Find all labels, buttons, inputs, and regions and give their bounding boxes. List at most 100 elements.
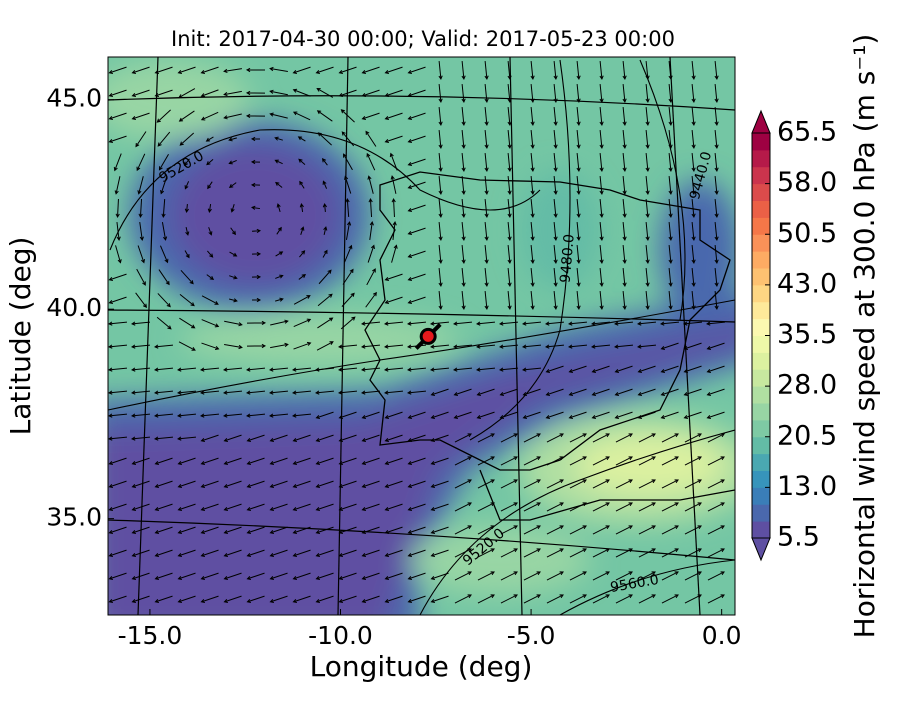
wind-arrow (645, 244, 650, 264)
wind-arrow (131, 549, 150, 557)
wind-arrow (638, 594, 656, 604)
wind-arrow (297, 136, 306, 142)
wind-arrow (223, 457, 242, 465)
wind-arrow (430, 595, 449, 603)
wind-arrow (108, 413, 128, 418)
wind-arrow (522, 321, 542, 326)
wind-arrow (461, 175, 466, 195)
wind-arrow (269, 112, 288, 119)
wind-arrow (637, 365, 656, 373)
wind-arrow (361, 457, 380, 465)
wind-arrow (223, 367, 243, 372)
wind-arrow (714, 152, 719, 172)
wind-arrow (177, 66, 196, 74)
plot-frame (107, 56, 736, 616)
wind-arrow (507, 290, 512, 310)
colorbar-tick-label: 20.5 (777, 420, 837, 451)
wind-arrow (269, 434, 288, 442)
wind-arrow (553, 152, 558, 172)
wind-arrow (338, 457, 357, 465)
wind-arrow (592, 456, 610, 466)
wind-arrow (499, 344, 519, 349)
wind-arrow (177, 526, 196, 534)
wind-arrow (499, 367, 519, 372)
wind-arrow (530, 83, 535, 103)
wind-arrow (250, 136, 261, 142)
wind-arrow (407, 112, 426, 120)
wind-arrow (707, 433, 725, 443)
wind-arrow (530, 175, 535, 195)
wind-arrow (131, 595, 150, 603)
wind-arrow (316, 110, 333, 122)
wind-arrow (622, 221, 627, 241)
wind-arrow (523, 594, 541, 604)
wind-arrow (136, 268, 146, 286)
wind-arrow (131, 66, 150, 74)
wind-arrow (246, 434, 265, 442)
wind-arrow (622, 83, 627, 103)
wind-arrow (684, 594, 702, 604)
wind-arrow (292, 88, 311, 97)
wind-arrow (315, 480, 334, 488)
wind-arrow (707, 594, 725, 604)
wind-arrow (453, 388, 472, 396)
wind-arrow (292, 390, 312, 395)
wind-arrow (251, 228, 262, 234)
wind-arrow (407, 181, 426, 189)
wind-arrow (223, 572, 242, 580)
wind-arrow (500, 548, 518, 558)
graticule (108, 57, 735, 615)
wind-arrow (200, 89, 219, 98)
wind-arrow (368, 197, 373, 218)
wind-arrow (183, 158, 190, 166)
wind-arrow (499, 388, 518, 396)
wind-arrow (269, 89, 288, 96)
wind-arrow (300, 226, 305, 235)
wind-arrow (341, 292, 355, 307)
wind-arrow (407, 526, 426, 534)
wind-arrow (250, 182, 261, 188)
wind-arrow (484, 175, 489, 195)
wind-arrow (184, 250, 190, 259)
wind-arrow (668, 290, 673, 310)
wind-arrow (384, 89, 403, 97)
wind-arrow (645, 175, 650, 195)
colorbar-extend-top (751, 109, 771, 134)
wind-arrow (668, 60, 673, 80)
wind-arrow (523, 479, 541, 489)
wind-arrow (453, 321, 473, 326)
wind-arrow (361, 112, 380, 120)
wind-arrow (345, 221, 352, 240)
wind-arrow (108, 436, 128, 441)
wind-arrow (269, 549, 288, 557)
wind-arrow (315, 411, 334, 419)
wind-arrow (407, 273, 426, 281)
wind-arrow (477, 548, 495, 558)
wind-arrow (390, 175, 397, 194)
wind-arrow (246, 320, 267, 326)
wind-arrow (707, 456, 725, 466)
wind-arrow (714, 290, 719, 310)
wind-arrow (223, 90, 242, 97)
wind-arrow (361, 411, 380, 419)
wind-arrow (315, 434, 334, 442)
wind-arrow (245, 67, 266, 73)
colorbar-segment (752, 369, 770, 387)
wind-arrow (270, 319, 289, 326)
colorbar-segment (752, 251, 770, 269)
wind-arrow (500, 525, 518, 535)
wind-arrow (668, 106, 673, 126)
wind-arrow (553, 267, 558, 287)
wind-arrow (507, 267, 512, 287)
wind-arrow (179, 293, 195, 307)
wind-arrow (274, 159, 283, 165)
wind-arrow (438, 244, 443, 264)
wind-arrow (661, 479, 679, 489)
wind-arrow (714, 83, 719, 103)
wind-arrow (269, 526, 288, 534)
wind-arrow (683, 365, 702, 373)
wind-arrow (484, 198, 489, 218)
wind-arrow (430, 388, 449, 396)
wind-arrow (201, 295, 219, 305)
wind-arrow (223, 595, 242, 603)
